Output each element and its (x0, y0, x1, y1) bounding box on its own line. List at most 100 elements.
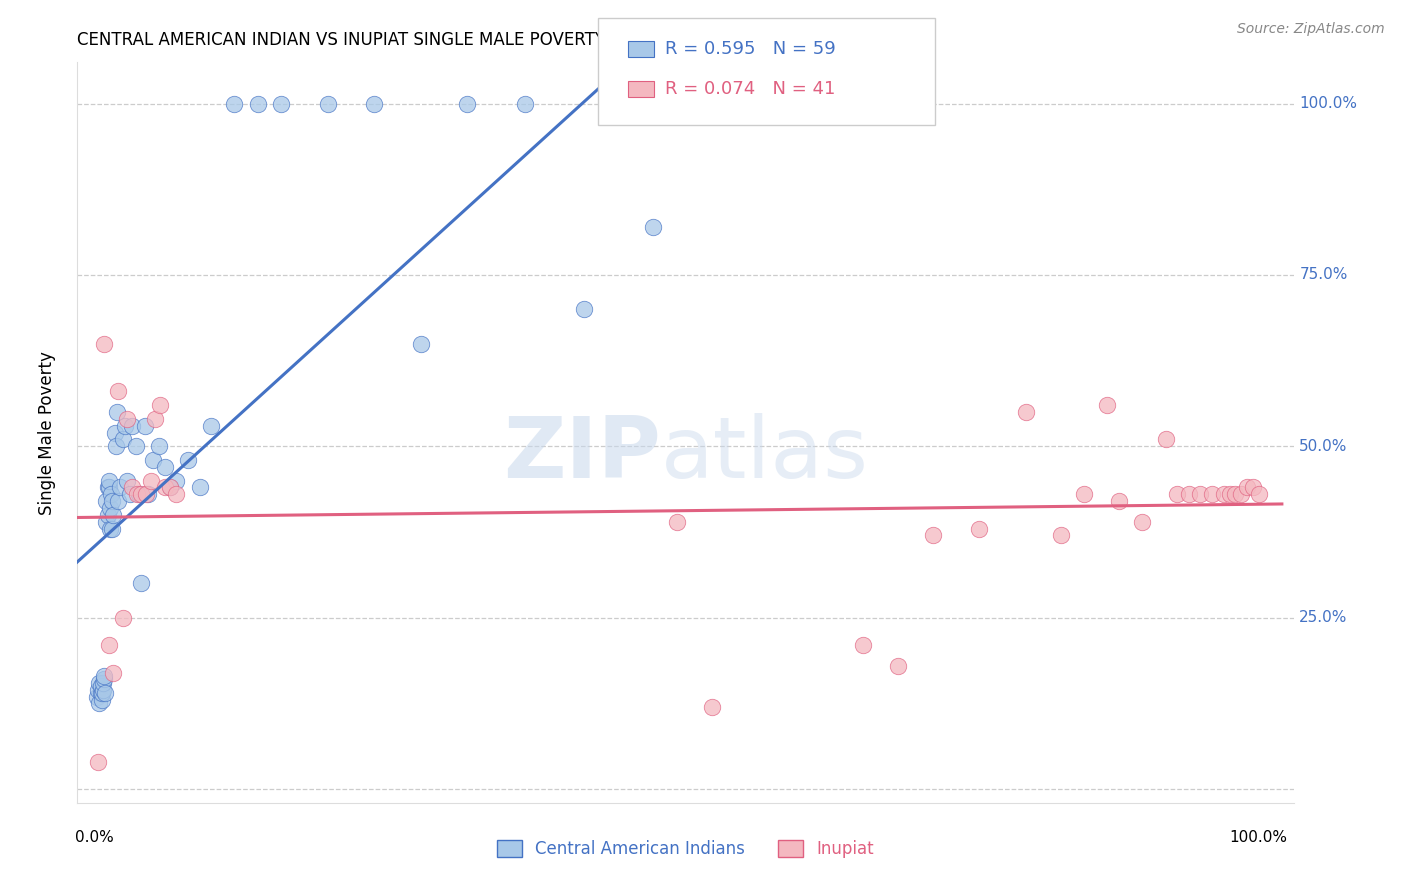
Point (97, 480, 120, 494)
Point (852, 638, 875, 652)
Point (200, 418, 222, 433)
Point (90, 679, 112, 693)
Point (153, 480, 176, 494)
Point (572, 302, 595, 317)
Point (139, 474, 162, 488)
Point (103, 665, 125, 680)
Point (107, 384, 129, 399)
Text: 75.0%: 75.0% (1299, 268, 1348, 283)
Point (643, 219, 665, 234)
Point (1178, 487, 1201, 501)
Point (1201, 487, 1223, 501)
Point (89, 697, 111, 711)
Point (107, 494, 129, 508)
Point (131, 487, 153, 501)
Point (86, 690, 108, 704)
Point (97, 474, 120, 488)
Point (1154, 433, 1177, 447)
Point (103, 425, 125, 440)
Point (143, 412, 166, 426)
Point (159, 480, 181, 494)
Point (224, 96, 246, 111)
Point (124, 439, 146, 453)
Point (128, 487, 150, 501)
Point (969, 522, 991, 536)
Point (1130, 515, 1153, 529)
Text: 0.0%: 0.0% (76, 830, 114, 846)
Point (270, 96, 292, 111)
Point (90, 686, 112, 700)
Point (1015, 405, 1038, 419)
Point (101, 522, 124, 536)
Point (114, 418, 136, 433)
Text: Source: ZipAtlas.com: Source: ZipAtlas.com (1237, 22, 1385, 37)
Point (1236, 480, 1258, 494)
Point (1097, 398, 1119, 412)
Point (1247, 487, 1270, 501)
Point (142, 453, 165, 467)
Point (1230, 487, 1253, 501)
Text: 100.0%: 100.0% (1299, 96, 1357, 112)
Point (110, 480, 132, 494)
Point (101, 494, 124, 508)
Point (921, 528, 943, 542)
Text: ZIP: ZIP (503, 413, 661, 496)
Point (94, 686, 117, 700)
Point (97, 508, 120, 522)
Point (136, 487, 159, 501)
Point (1241, 480, 1264, 494)
Point (105, 405, 128, 419)
Text: R = 0.595   N = 59: R = 0.595 N = 59 (665, 40, 835, 58)
Point (98, 501, 121, 516)
Point (1189, 487, 1212, 501)
Point (93, 669, 115, 683)
Point (121, 418, 143, 433)
Legend: Central American Indians, Inupiat: Central American Indians, Inupiat (491, 833, 880, 865)
Point (456, 96, 478, 111)
Point (148, 439, 170, 453)
Point (96, 494, 118, 508)
Point (117, 412, 139, 426)
Point (1073, 487, 1095, 501)
Text: 25.0%: 25.0% (1299, 610, 1348, 625)
Point (93, 673, 115, 687)
Point (118, 487, 141, 501)
Point (91, 682, 114, 697)
Point (121, 480, 143, 494)
Text: R = 0.074   N = 41: R = 0.074 N = 41 (665, 80, 835, 98)
Point (91, 676, 114, 690)
Point (90, 686, 112, 700)
Point (87, 755, 110, 769)
Point (111, 433, 134, 447)
Point (1218, 487, 1240, 501)
Point (1225, 487, 1247, 501)
Point (165, 474, 187, 488)
Text: 100.0%: 100.0% (1230, 830, 1288, 846)
Point (149, 398, 172, 412)
Point (93, 336, 115, 351)
Point (98, 522, 121, 536)
Point (188, 480, 211, 494)
Point (111, 611, 134, 625)
Point (104, 439, 127, 453)
Text: 50.0%: 50.0% (1299, 439, 1348, 454)
Point (363, 96, 385, 111)
Point (96, 515, 118, 529)
Point (1108, 494, 1130, 508)
Point (165, 487, 187, 501)
Point (89, 676, 111, 690)
Point (125, 487, 148, 501)
Point (103, 508, 125, 522)
Point (1166, 487, 1188, 501)
Point (724, 96, 747, 111)
Point (153, 459, 176, 474)
Point (1212, 487, 1234, 501)
Point (515, 96, 537, 111)
Point (665, 515, 688, 529)
Point (316, 96, 339, 111)
Point (1049, 528, 1071, 542)
Point (97, 638, 120, 652)
Point (135, 487, 157, 501)
Text: CENTRAL AMERICAN INDIAN VS INUPIAT SINGLE MALE POVERTY CORRELATION CHART: CENTRAL AMERICAN INDIAN VS INUPIAT SINGL… (77, 31, 790, 49)
Y-axis label: Single Male Poverty: Single Male Poverty (38, 351, 56, 515)
